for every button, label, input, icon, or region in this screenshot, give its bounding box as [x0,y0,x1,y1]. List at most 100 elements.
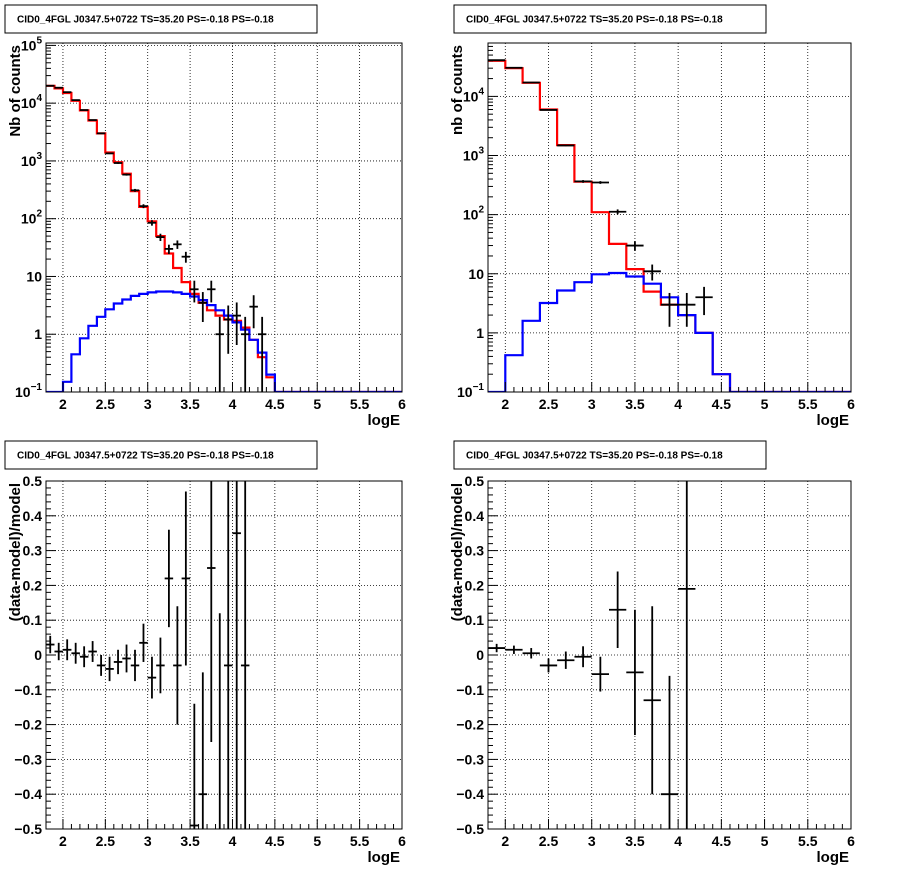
residual-point [130,649,140,682]
data-point [130,188,140,192]
y-tick-label: 0.1 [465,612,485,628]
plot-area [46,481,250,829]
residual-point [156,637,165,694]
data-point [224,305,233,354]
residual-point [139,623,148,662]
data-point [139,204,148,209]
y-tick-label: 10 [26,268,42,284]
data-point [626,241,644,251]
data-point [113,162,123,164]
y-axis-label: (data-model)/model [7,483,24,621]
series-model-total-line [46,84,402,392]
residual-point [62,639,72,661]
residual-point [224,481,233,829]
data-point [156,233,165,242]
y-tick-base: 10 [463,148,479,164]
residual-point [678,481,696,829]
y-tick-text: 1 [476,325,484,341]
residual-point [79,646,89,668]
grid [46,480,403,830]
x-tick-label: 6 [398,396,406,412]
y-axis-label: Nb of counts [7,45,24,137]
y-tick-label: 10−1 [15,382,42,400]
residual-point [88,641,97,662]
y-tick-exponent: −1 [473,382,485,393]
title-box [453,4,767,34]
data-point [173,240,182,249]
y-tick-exponent: 3 [36,151,42,162]
residual-point [147,656,157,699]
residual-point [505,645,523,654]
residual-point [522,648,540,659]
y-tick-label: 0.2 [23,577,43,593]
x-tick-label: 2.5 [539,833,559,849]
y-tick-label: 0.2 [465,577,485,593]
x-tick-label: 4.5 [712,833,732,849]
y-tick-base: 10 [463,88,479,104]
y-tick-base: 10 [21,153,37,169]
title-box [453,440,767,470]
x-tick-label: 2 [59,833,67,849]
data-point [660,292,679,327]
x-tick-label: 2 [501,833,509,849]
data-point [96,132,106,135]
residual-point [122,644,131,673]
y-tick-label: 0.1 [23,612,43,628]
plot-frame [487,42,852,393]
y-axis-label: (data-model)/model [449,483,466,621]
residual-point [232,481,241,829]
x-tick-label: 3.5 [625,396,645,412]
y-tick-base: 10 [463,207,479,223]
plot-area [488,59,851,392]
residual-point [626,609,644,736]
y-tick-label: −0.1 [14,682,42,698]
residual-point [96,655,106,676]
residual-point [181,491,191,666]
y-axis: −0.5 −0.4 −0.3 −0.2 −0.1 0 0.1 0.2 0.3 0.4 0.5(dat… [449,473,498,837]
y-tick-label: 10 [468,266,484,282]
chart-title: CID0_4FGL J0347.5+0722 TS=35.20 PS=-0.18… [17,15,274,26]
y-tick-exponent: 2 [36,209,42,220]
data-point [190,280,199,303]
data-point [147,220,157,226]
chart-title: CID0_4FGL J0347.5+0722 TS=35.20 PS=-0.18… [466,451,723,462]
y-tick-base: 10 [21,37,37,53]
x-tick-label: 3 [144,396,152,412]
x-tick-label: 4.5 [712,396,732,412]
residual-point [190,703,199,829]
x-tick-label: 5.5 [798,833,818,849]
residual-point [591,656,609,692]
y-tick-label: −0.3 [14,751,42,767]
x-tick-label: 5 [761,396,769,412]
y-tick-label: 1 [34,326,42,342]
y-tick-exponent: 4 [478,86,484,97]
panel-1: CID0_4FGL J0347.5+0722 TS=35.20 PS=-0.18… [4,4,406,429]
chart-title: CID0_4FGL J0347.5+0722 TS=35.20 PS=-0.18… [466,15,723,26]
residual-point [574,646,592,668]
title-box [4,440,318,470]
y-tick-exponent: 5 [36,35,42,46]
residual-point [557,651,575,669]
data-point [678,292,696,327]
data-point [215,316,224,392]
panel-4: CID0_4FGL J0347.5+0722 TS=35.20 PS=-0.18… [449,440,855,866]
grid [488,43,852,393]
residual-point [105,656,114,682]
data-point [198,292,208,322]
x-tick-label: 2 [501,396,509,412]
x-tick-label: 5.5 [798,396,818,412]
x-tick-label: 6 [398,833,406,849]
x-tick-label: 3 [588,396,596,412]
data-point [105,152,114,155]
residual-point [46,635,55,654]
series-model-source-line [488,271,851,392]
y-tick-label: 0.5 [23,473,43,489]
data-point [695,286,713,316]
grid [46,43,403,393]
data-point [88,119,97,121]
